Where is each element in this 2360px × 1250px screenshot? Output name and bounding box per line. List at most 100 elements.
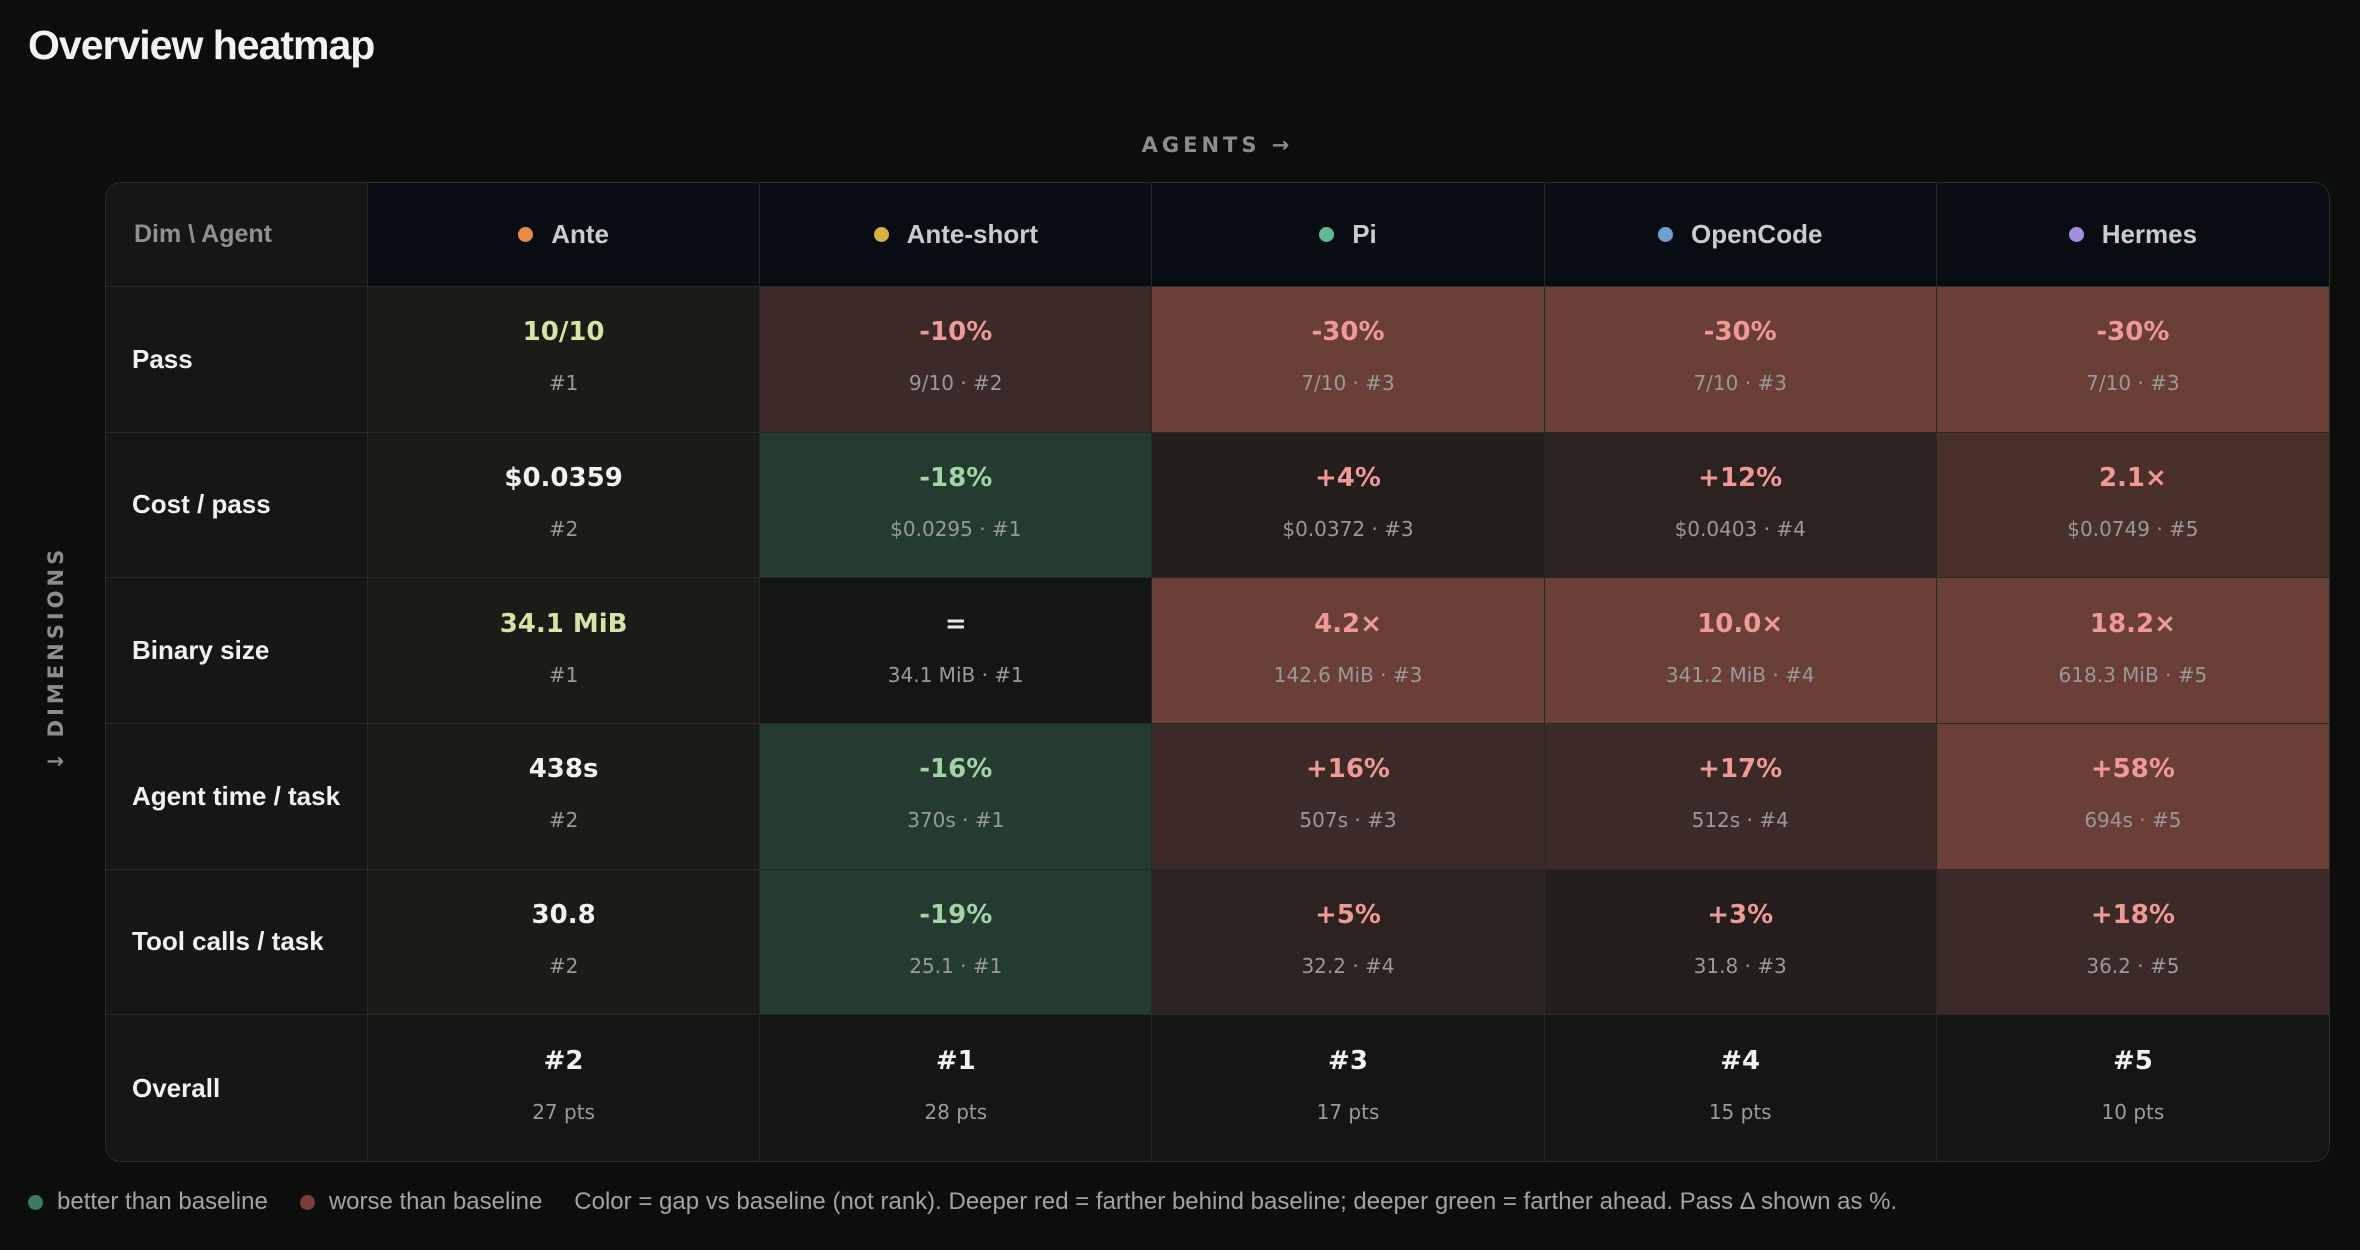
heatmap-cell[interactable]: 438s #2 <box>368 724 761 870</box>
cell-value: #4 <box>1720 1046 1761 1077</box>
agent-name: Ante <box>551 219 609 249</box>
heatmap-cell[interactable]: 10/10 #1 <box>368 287 761 433</box>
heatmap-cell[interactable]: 4.2× 142.6 MiB · #3 <box>1152 578 1545 724</box>
cell-value: -18% <box>919 462 993 493</box>
dimension-label: Binary size <box>106 578 368 724</box>
cell-value: 30.8 <box>531 899 596 930</box>
agent-header-pi[interactable]: Pi <box>1152 183 1545 287</box>
cell-value: #5 <box>2112 1046 2153 1077</box>
cell-value: +5% <box>1315 899 1381 930</box>
cell-detail: #2 <box>548 953 579 978</box>
agent-color-dot-icon <box>873 227 889 242</box>
cell-detail: 9/10 · #2 <box>909 371 1003 396</box>
cell-detail: #1 <box>548 371 579 396</box>
cell-detail: 36.2 · #5 <box>2086 953 2180 978</box>
heatmap-cell[interactable]: 18.2× 618.3 MiB · #5 <box>1936 578 2329 724</box>
cell-value: -10% <box>919 317 993 348</box>
cell-value: -19% <box>919 899 993 930</box>
agent-header-ante[interactable]: Ante <box>368 183 761 287</box>
cell-value: 2.1× <box>2098 462 2167 493</box>
cell-value: 4.2× <box>1314 608 1382 639</box>
cell-value: = <box>944 608 967 639</box>
heatmap-cell[interactable]: +12% $0.0403 · #4 <box>1544 432 1937 579</box>
cell-value: +3% <box>1707 899 1774 930</box>
dimension-label: Overall <box>106 1015 368 1161</box>
cell-detail: 7/10 · #3 <box>1693 371 1787 396</box>
legend-worse: worse than baseline <box>299 1188 543 1216</box>
cell-value: +16% <box>1305 754 1390 785</box>
heatmap-cell[interactable]: -30% 7/10 · #3 <box>1936 287 2329 433</box>
agent-name: Hermes <box>2101 219 2198 249</box>
dimension-label: Pass <box>106 287 368 433</box>
agent-name: OpenCode <box>1690 219 1823 249</box>
cell-value: #2 <box>543 1046 584 1077</box>
agents-axis-label: AGENTS → <box>1141 133 1294 157</box>
corner-label: Dim \ Agent <box>106 183 368 287</box>
cell-value: #3 <box>1328 1046 1368 1077</box>
heatmap-cell[interactable]: -30% 7/10 · #3 <box>1544 287 1937 433</box>
heatmap-cell[interactable]: 10.0× 341.2 MiB · #4 <box>1544 578 1937 724</box>
cell-detail: $0.0403 · #4 <box>1674 516 1806 541</box>
better-swatch-icon <box>28 1194 43 1210</box>
cell-value: -30% <box>2096 317 2170 348</box>
cell-value: 10.0× <box>1697 608 1784 639</box>
cell-detail: 618.3 MiB · #5 <box>2058 662 2208 687</box>
cell-detail: #2 <box>548 808 579 833</box>
heatmap-cell[interactable]: 30.8 #2 <box>368 869 761 1016</box>
cell-detail: 512s · #4 <box>1691 808 1789 833</box>
worse-swatch-icon <box>299 1194 315 1210</box>
cell-detail: 7/10 · #3 <box>2086 371 2180 396</box>
cell-detail: 25.1 · #1 <box>909 953 1003 978</box>
heatmap-cell[interactable]: +17% 512s · #4 <box>1544 724 1937 870</box>
cell-detail: 7/10 · #3 <box>1301 371 1395 396</box>
heatmap-cell[interactable]: +5% 32.2 · #4 <box>1152 869 1545 1016</box>
cell-value: +12% <box>1698 462 1783 493</box>
dimensions-axis-label: ↓ DIMENSIONS <box>44 545 68 771</box>
heatmap-table: Dim \ Agent Ante Ante-short Pi OpenCode Herme… <box>105 182 2330 1162</box>
cell-value: -30% <box>1703 317 1777 348</box>
heatmap-cell[interactable]: +18% 36.2 · #5 <box>1936 869 2329 1016</box>
dimension-label: Tool calls / task <box>106 869 368 1016</box>
cell-detail: 31.8 · #3 <box>1693 953 1787 978</box>
cell-detail: 28 pts <box>924 1100 988 1125</box>
heatmap-cell[interactable]: #3 17 pts <box>1152 1015 1545 1161</box>
dimension-label: Agent time / task <box>106 724 368 870</box>
heatmap-cell[interactable]: $0.0359 #2 <box>368 432 761 579</box>
cell-detail: #1 <box>548 662 579 687</box>
agent-header-ante-short[interactable]: Ante-short <box>760 183 1153 287</box>
agent-color-dot-icon <box>1657 227 1673 242</box>
cell-detail: 17 pts <box>1316 1100 1380 1125</box>
cell-detail: 694s · #5 <box>2084 808 2182 833</box>
agent-header-opencode[interactable]: OpenCode <box>1544 183 1937 287</box>
cell-detail: 27 pts <box>532 1100 595 1125</box>
heatmap-cell[interactable]: +4% $0.0372 · #3 <box>1152 432 1545 579</box>
cell-detail: 142.6 MiB · #3 <box>1273 662 1423 687</box>
legend-worse-label: worse than baseline <box>328 1188 543 1215</box>
page-title: Overview heatmap <box>28 22 375 68</box>
heatmap-cell[interactable]: #1 28 pts <box>760 1015 1153 1161</box>
heatmap-cell[interactable]: -30% 7/10 · #3 <box>1152 287 1545 433</box>
heatmap-cell[interactable]: +3% 31.8 · #3 <box>1544 869 1937 1016</box>
heatmap-cell[interactable]: +16% 507s · #3 <box>1152 724 1545 870</box>
legend: better than baseline worse than baseline… <box>28 1188 1897 1216</box>
heatmap-cell[interactable]: #5 10 pts <box>1936 1015 2329 1161</box>
heatmap-cell[interactable]: -16% 370s · #1 <box>760 724 1153 870</box>
agent-header-hermes[interactable]: Hermes <box>1936 183 2329 287</box>
cell-detail: $0.0749 · #5 <box>2067 516 2199 541</box>
heatmap-cell[interactable]: 34.1 MiB #1 <box>368 578 761 724</box>
cell-detail: 370s · #1 <box>907 808 1005 833</box>
heatmap-cell[interactable]: -10% 9/10 · #2 <box>760 287 1153 433</box>
heatmap-cell[interactable]: -18% $0.0295 · #1 <box>760 432 1153 579</box>
cell-value: +17% <box>1698 754 1783 785</box>
cell-detail: 32.2 · #4 <box>1301 953 1395 978</box>
heatmap-cell[interactable]: #4 15 pts <box>1544 1015 1937 1161</box>
heatmap-cell[interactable]: = 34.1 MiB · #1 <box>760 578 1153 724</box>
cell-value: +18% <box>2090 899 2175 930</box>
cell-value: 438s <box>528 754 599 785</box>
heatmap-cell[interactable]: -19% 25.1 · #1 <box>760 869 1153 1016</box>
agent-color-dot-icon <box>2068 227 2084 242</box>
cell-detail: $0.0372 · #3 <box>1282 516 1414 541</box>
heatmap-cell[interactable]: +58% 694s · #5 <box>1936 724 2329 870</box>
heatmap-cell[interactable]: 2.1× $0.0749 · #5 <box>1936 432 2329 579</box>
heatmap-cell[interactable]: #2 27 pts <box>368 1015 761 1161</box>
